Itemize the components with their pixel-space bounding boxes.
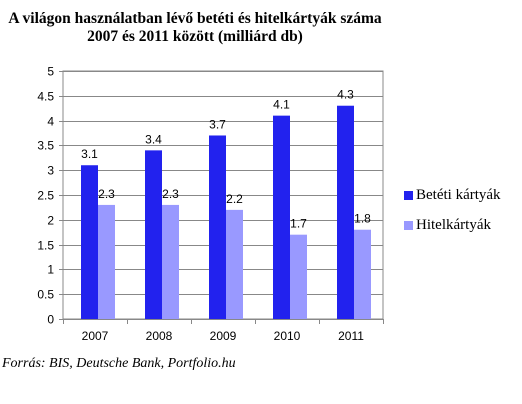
x-tick-label: 2008 [146,329,173,343]
y-tick-label: 3.5 [37,139,54,153]
legend-swatch-series-1 [404,190,413,200]
chart-legend: Betéti kártyák Hitelkártyák [404,180,501,240]
bar-series-1 [337,105,354,319]
bar-series-2 [162,204,179,319]
legend-label-series-1: Betéti kártyák [416,186,501,203]
y-tick-label: 2.5 [37,189,54,203]
bar-series-1 [145,150,162,319]
y-tick-label: 1.5 [37,239,54,253]
bar-series-1 [81,165,98,319]
y-tick-label: 4.5 [37,90,54,104]
y-tick-label: 2 [47,214,54,228]
data-label: 2.3 [98,187,115,201]
chart-title-line-2: 2007 és 2011 között (milliárd db) [87,28,303,45]
x-tick-label: 2009 [210,329,237,343]
chart-title: A világon használatban lévő betéti és hi… [0,10,390,46]
bar-series-2 [226,209,243,319]
y-tick-label: 4 [47,115,54,129]
data-label: 1.8 [354,212,371,226]
bar-series-2 [354,229,371,319]
legend-item-series-1: Betéti kártyák [404,180,501,210]
legend-swatch-series-2 [404,220,413,230]
x-tick-label: 2010 [274,329,301,343]
data-label: 4.3 [337,88,354,102]
data-label: 3.4 [145,132,162,146]
bar-series-1 [209,135,226,319]
data-label: 4.1 [273,98,290,112]
bar-series-1 [273,115,290,319]
source-note: Forrás: BIS, Deutsche Bank, Portfolio.hu [2,356,236,371]
chart-title-line-1: A világon használatban lévő betéti és hi… [8,10,382,27]
y-tick-label: 1 [47,263,54,277]
data-label: 3.1 [81,147,98,161]
y-tick-label: 0 [47,313,54,327]
bar-series-2 [290,234,307,319]
legend-item-series-2: Hitelkártyák [404,210,501,240]
data-label: 3.7 [209,117,226,131]
x-tick-label: 2007 [82,329,109,343]
data-label: 2.2 [226,192,243,206]
legend-label-series-2: Hitelkártyák [416,216,491,233]
y-tick-label: 0.5 [37,288,54,302]
bar-series-2 [98,204,115,319]
y-tick-label: 5 [47,65,54,79]
x-tick-label: 2011 [338,329,364,343]
data-label: 1.7 [290,217,307,231]
y-tick-label: 3 [47,164,54,178]
data-label: 2.3 [162,187,179,201]
